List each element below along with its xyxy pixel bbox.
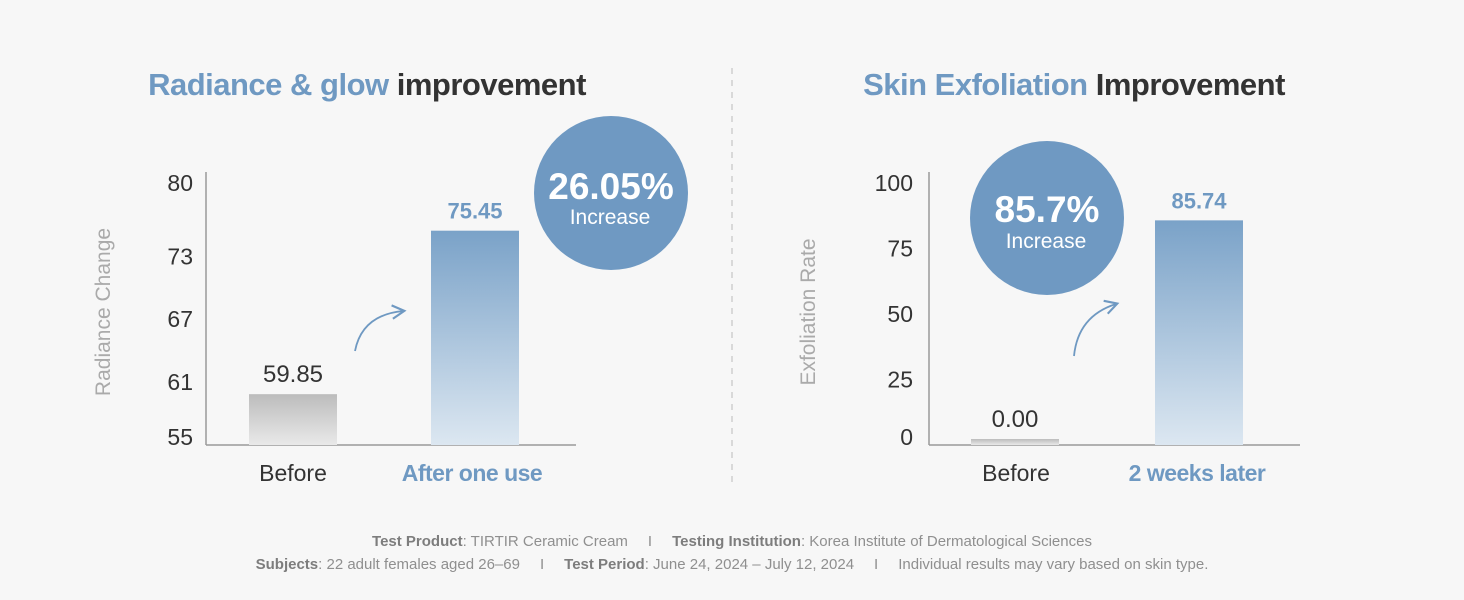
increase-arrow-icon [1073, 299, 1120, 357]
badge-label: Increase [570, 206, 651, 229]
y-tick-label: 61 [167, 369, 193, 395]
subjects-label: Subjects [255, 556, 319, 573]
y-tick-label: 100 [875, 170, 913, 196]
separator: I [647, 533, 653, 550]
bar-before [249, 394, 337, 445]
separator: I [539, 556, 545, 573]
separator: I [874, 556, 879, 573]
chart-panel-radiance: Radiance & glow improvement Radiance Cha… [92, 67, 688, 486]
testing-institution-value: : Korea Institute of Dermatological Scie… [800, 533, 1092, 550]
bar-2-weeks-later [1155, 220, 1243, 445]
y-axis-label: Radiance Change [92, 228, 115, 396]
disclaimer: Individual results may vary based on ski… [898, 556, 1209, 573]
subjects-value: : 22 adult females aged 26–69 [318, 556, 520, 573]
category-label-after: 2 weeks later [1129, 460, 1266, 486]
badge-label: Increase [1006, 230, 1087, 253]
data-label-after: 75.45 [447, 199, 502, 224]
test-product-label: Test Product [372, 533, 463, 550]
testing-institution-label: Testing Institution [672, 533, 801, 550]
category-label-before: Before [259, 460, 327, 486]
y-tick-label: 73 [167, 243, 193, 269]
y-tick-label: 0 [900, 424, 913, 450]
category-label-before: Before [982, 460, 1050, 486]
test-period-label: Test Period [564, 556, 645, 573]
chart-panel-exfoliation: Skin Exfoliation Improvement Exfoliation… [797, 67, 1300, 486]
data-label-after: 85.74 [1171, 188, 1227, 213]
chart-title: Skin Exfoliation Improvement [863, 67, 1285, 102]
test-period-value: : June 24, 2024 – July 12, 2024 [644, 556, 855, 573]
y-axis-label: Exfoliation Rate [797, 238, 820, 385]
y-tick-label: 75 [887, 236, 913, 262]
test-product-value: : TIRTIR Ceramic Cream [462, 533, 628, 550]
category-label-after: After one use [402, 460, 542, 486]
y-tick-label: 67 [167, 306, 193, 332]
data-label-before: 0.00 [992, 406, 1039, 433]
footer-line-1: Test Product: TIRTIR Ceramic Cream I Testi… [0, 533, 1464, 550]
badge-value: 26.05% [548, 166, 674, 207]
increase-badge [970, 141, 1124, 295]
y-tick-label: 55 [167, 424, 193, 450]
data-label-before: 59.85 [263, 361, 323, 388]
chart-title: Radiance & glow improvement [148, 67, 586, 102]
increase-badge [534, 116, 688, 270]
increase-arrow-icon [354, 304, 407, 352]
footer-line-2: Subjects: 22 adult females aged 26–69 I Te… [0, 556, 1464, 573]
y-tick-label: 50 [887, 301, 913, 327]
bar-after-one-use [431, 230, 519, 445]
bar-before [971, 439, 1059, 445]
badge-value: 85.7% [995, 189, 1100, 230]
y-tick-label: 25 [887, 367, 913, 393]
y-tick-label: 80 [167, 170, 193, 196]
